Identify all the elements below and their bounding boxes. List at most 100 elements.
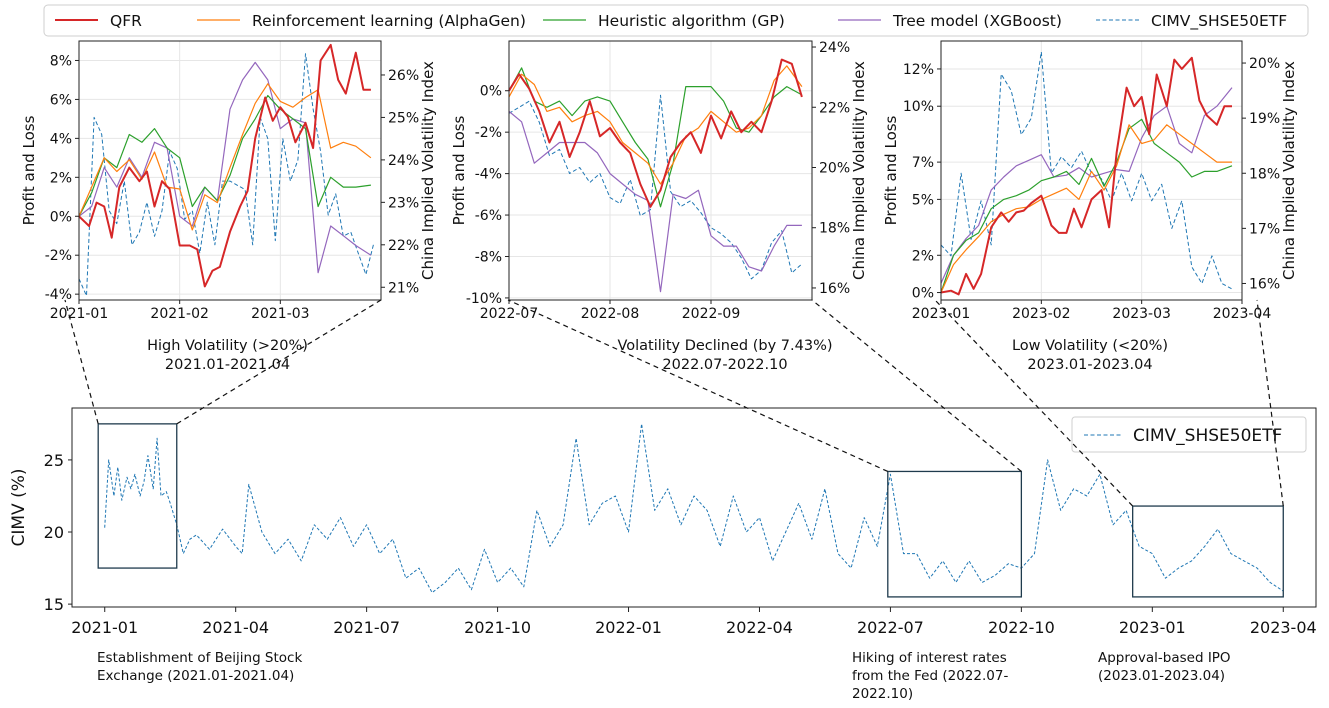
highlight-box-0	[97, 423, 178, 569]
x-tick-label: 2022-01	[595, 618, 662, 637]
connector-0-1	[176, 299, 382, 425]
y-tick-label: 6%	[50, 92, 72, 108]
y-tick-label: -2%	[45, 248, 72, 264]
x-tick-label: 2022-10	[988, 618, 1055, 637]
series-line-qfr	[940, 56, 1232, 296]
y2-tick-label: 17%	[1249, 221, 1280, 237]
y-tick-label: -2%	[475, 125, 502, 141]
y2-tick-label: 20%	[1249, 56, 1280, 72]
y-tick-label: 0%	[480, 84, 502, 100]
caption-title: High Volatility (>20%)	[147, 338, 308, 354]
y-tick-label: -4%	[45, 287, 72, 303]
connector-1-0	[507, 299, 889, 472]
panel-high-volatility: -4% -2% 0% 2% 4% 6% 8% 2021-01 2021-02 2021-03 21%…	[20, 40, 437, 322]
y-tick-label: 0%	[50, 209, 72, 225]
caption-period: 2022.07-2022.10	[662, 357, 788, 373]
caption-title: Volatility Declined (by 7.43%)	[617, 338, 833, 354]
highlight-box-2	[1132, 505, 1284, 598]
y-tick-label: -8%	[475, 249, 502, 265]
series-line-qfr	[78, 43, 371, 288]
y-tick-label: 2%	[912, 248, 934, 264]
axes-frame	[940, 40, 1243, 301]
series-line-heuristic-algorithm-gp	[508, 67, 803, 208]
x-tick-label: 2023-02	[1012, 306, 1071, 322]
caption-high-volatility: High Volatility (>20%) 2021.01-2021.04	[100, 337, 355, 375]
y2-tick-label: 24%	[819, 40, 850, 56]
y-tick-label: 2%	[50, 170, 72, 186]
caption-title: Low Volatility (<20%)	[1011, 338, 1169, 354]
y2-tick-label: 19%	[1249, 111, 1280, 127]
x-tick-label: 2021-02	[150, 306, 209, 322]
legend-label-cimv-shse50etf: CIMV_SHSE50ETF	[1151, 12, 1287, 31]
chart-legend-frame	[1071, 416, 1307, 453]
x-tick-label: 2021-10	[464, 618, 531, 637]
legend-frame	[43, 4, 1309, 37]
y-tick-label: -6%	[475, 208, 502, 224]
connector-2-0	[934, 299, 1134, 507]
y2-tick-label: 22%	[819, 100, 850, 116]
y2-tick-label: 20%	[819, 160, 850, 176]
series-line-heuristic-algorithm-gp	[940, 118, 1233, 293]
caption-volatility-declined: Volatility Declined (by 7.43%) 2022.07-2…	[605, 337, 845, 375]
y-tick-label: 0%	[912, 286, 934, 302]
legend-label-heuristic-algorithm-gp: Heuristic algorithm (GP)	[598, 12, 785, 30]
y-axis-label: CIMV (%)	[9, 468, 29, 546]
x-tick-label: 2021-07	[333, 618, 400, 637]
legend: QFR Reinforcement learning (AlphaGen) Heur…	[43, 4, 1309, 37]
series-line-reinforcement-learning-alphagen	[78, 83, 372, 231]
axes-frame	[71, 407, 1317, 608]
y2-tick-label: 24%	[388, 153, 419, 169]
y-tick-label: 8%	[50, 53, 72, 69]
y-axis-label: Profit and Loss	[20, 115, 38, 225]
caption-period: 2023.01-2023.04	[1027, 357, 1153, 373]
y-tick-label: 7%	[912, 155, 934, 171]
x-tick-label: 2021-03	[251, 306, 310, 322]
y-axis-label: Profit and Loss	[450, 115, 468, 225]
y2-tick-label: 26%	[388, 68, 419, 84]
y-tick-label: -4%	[475, 167, 502, 183]
axes-frame	[508, 40, 813, 301]
series-line-heuristic-algorithm-gp	[78, 94, 371, 217]
caption-low-volatility: Low Volatility (<20%) 2023.01-2023.04	[985, 337, 1195, 375]
annotation-fed-rate-hike: Hiking of interest rates from the Fed (2…	[852, 650, 1009, 702]
y-tick-label: 25	[44, 451, 64, 470]
connector-2-1	[1256, 299, 1284, 507]
y2-tick-label: 18%	[1249, 166, 1280, 182]
x-tick-label: 2022-09	[682, 306, 741, 322]
y-tick-label: 5%	[912, 192, 934, 208]
panel-volatility-declined: -10% -8% -6% -4% -2% 0% 2022-07 2022-08 2022-09 1…	[450, 40, 868, 322]
legend-label-tree-model-xgboost: Tree model (XGBoost)	[892, 12, 1062, 30]
panel-low-volatility: 0% 2% 5% 7% 10% 12% 2023-01 2023-02 2023-03 2023-…	[882, 40, 1298, 322]
y2-axis-label: China Implied Volatility Index	[850, 61, 868, 280]
x-tick-label: 2022-04	[726, 618, 793, 637]
x-tick-label: 2023-04	[1250, 618, 1317, 637]
y-tick-label: -10%	[466, 291, 502, 307]
x-tick-label: 2022-07	[857, 618, 924, 637]
y-tick-label: 4%	[50, 131, 72, 147]
y2-tick-label: 22%	[388, 238, 419, 254]
y2-axis-label: China Implied Volatility Index	[419, 61, 437, 280]
x-tick-label: 2022-07	[480, 306, 539, 322]
y-tick-label: 10%	[903, 99, 934, 115]
x-tick-label: 2023-04	[1213, 306, 1272, 322]
series-line-qfr	[508, 58, 803, 208]
caption-period: 2021.01-2021.04	[164, 357, 291, 373]
highlight-box-1	[887, 470, 1023, 598]
y-tick-label: 12%	[903, 62, 934, 78]
x-tick-label: 2023-01	[1119, 618, 1186, 637]
series-line-reinforcement-learning-alphagen	[940, 124, 1232, 293]
x-tick-label: 2023-03	[1112, 306, 1171, 322]
y2-tick-label: 25%	[388, 110, 419, 126]
axes-frame	[78, 40, 382, 301]
chart-legend-label: CIMV_SHSE50ETF	[1133, 426, 1282, 446]
x-tick-label: 2021-04	[202, 618, 269, 637]
y2-axis-label: China Implied Volatility Index	[1280, 61, 1298, 280]
series-line-cimv-shse50etf	[104, 423, 1284, 594]
x-tick-label: 2021-01	[71, 618, 138, 637]
plot-area	[79, 41, 381, 300]
y2-tick-label: 23%	[388, 195, 419, 211]
plot-area	[941, 41, 1242, 300]
y-tick-label: 20	[44, 523, 64, 542]
legend-label-reinforcement-learning-alphagen: Reinforcement learning (AlphaGen)	[252, 12, 526, 30]
